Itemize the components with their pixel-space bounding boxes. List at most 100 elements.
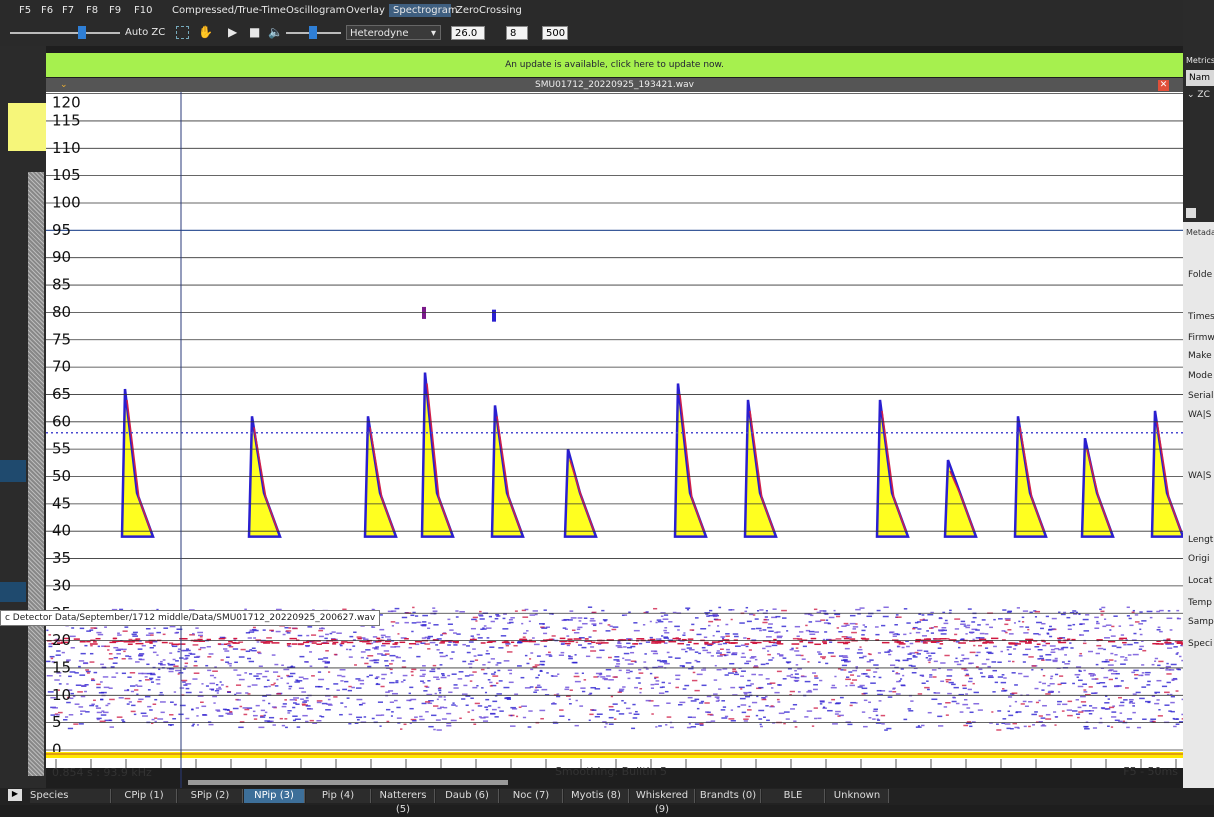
function-key[interactable]: F5 — [19, 5, 31, 16]
view-button[interactable]: Compressed/True-Time — [172, 5, 286, 16]
noise-speck — [514, 694, 518, 696]
volume-icon[interactable]: 🔈 — [268, 25, 283, 39]
noise-speck — [473, 723, 476, 725]
close-button[interactable]: ✕ — [1158, 80, 1169, 91]
noise-speck — [459, 671, 464, 673]
stop-button[interactable]: ■ — [249, 25, 260, 39]
noise-speck — [1166, 663, 1168, 665]
slider-thumb[interactable] — [78, 26, 86, 39]
collapse-arrow[interactable]: ⌄ — [60, 80, 68, 90]
panel-scroll-left[interactable] — [1186, 208, 1196, 218]
noise-speck — [282, 706, 287, 708]
function-key[interactable]: F10 — [134, 5, 152, 16]
noise-speck — [462, 644, 466, 646]
noise-speck — [1126, 727, 1130, 729]
species-tab[interactable]: Pip (4) — [306, 789, 371, 803]
field-a-input[interactable]: 8 — [506, 26, 528, 40]
noise-speck — [1067, 709, 1072, 711]
noise-speck — [135, 661, 140, 663]
noise-speck — [782, 617, 787, 619]
noise-speck — [347, 697, 350, 699]
auto-zc[interactable]: Auto ZC — [125, 27, 165, 38]
species-tab[interactable]: BLE — [762, 789, 825, 803]
noise-speck — [290, 673, 295, 675]
noise-speck — [963, 725, 968, 727]
noise-speck — [423, 682, 426, 684]
species-tab[interactable]: Myotis (8) — [564, 789, 629, 803]
heterodyne-input[interactable]: 26.0 — [451, 26, 485, 40]
noise-speck — [252, 629, 256, 631]
field-b-input[interactable]: 500 — [542, 26, 568, 40]
function-key[interactable]: F7 — [62, 5, 74, 16]
noise-speck — [1077, 676, 1079, 678]
select-tool[interactable] — [176, 26, 189, 39]
noise-speck — [79, 723, 84, 725]
noise-speck — [96, 684, 100, 686]
noise-speck — [831, 699, 835, 701]
noise-speck — [444, 696, 446, 698]
noise-speck — [117, 632, 120, 634]
species-tab[interactable]: Noc (7) — [500, 789, 563, 803]
view-button[interactable]: Spectrogram — [393, 5, 458, 16]
noise-speck — [486, 627, 492, 629]
noise-speck — [612, 629, 617, 631]
noise-speck — [430, 642, 436, 644]
noise-speck — [852, 679, 857, 681]
noise-speck — [264, 720, 270, 722]
noise-speck — [574, 638, 582, 640]
noise-speck — [1120, 656, 1124, 658]
overview-thumbnail[interactable] — [8, 103, 46, 151]
noise-speck — [84, 645, 87, 647]
noise-speck — [422, 665, 426, 667]
function-key[interactable]: F8 — [86, 5, 98, 16]
species-tab[interactable]: SPip (2) — [178, 789, 243, 803]
species-tab[interactable]: Species — [30, 789, 111, 803]
noise-speck — [385, 665, 389, 667]
noise-speck — [1008, 653, 1012, 655]
vertical-scrollbar[interactable] — [28, 172, 44, 776]
noise-speck — [866, 616, 872, 618]
noise-speck — [1062, 704, 1067, 706]
expand-button[interactable]: ▶ — [8, 789, 22, 801]
view-button[interactable]: Overlay — [346, 5, 385, 16]
species-tab[interactable]: CPip (1) — [112, 789, 177, 803]
species-tab[interactable]: Brandts (0) — [696, 789, 761, 803]
noise-speck — [758, 718, 762, 720]
noise-speck — [691, 666, 693, 668]
view-button[interactable]: Oscillogram — [286, 5, 345, 16]
noise-speck — [287, 632, 291, 634]
volume-thumb[interactable] — [309, 26, 317, 39]
species-tab[interactable]: NPip (3) — [244, 789, 305, 803]
noise-speck — [1124, 659, 1128, 661]
noise-speck — [1053, 711, 1056, 713]
function-key[interactable]: F9 — [109, 5, 121, 16]
noise-speck — [1127, 718, 1132, 720]
function-key[interactable]: F6 — [41, 5, 53, 16]
noise-speck — [944, 623, 949, 625]
species-tab[interactable]: Natterers (5) — [372, 789, 435, 803]
species-tab[interactable]: Whiskered (9) — [630, 789, 695, 803]
noise-speck — [658, 666, 663, 668]
noise-speck — [456, 633, 460, 635]
noise-speck — [568, 719, 570, 721]
noise-speck — [324, 638, 327, 640]
view-button[interactable]: ZeroCrossing — [456, 5, 522, 16]
species-tab[interactable]: Daub (6) — [436, 789, 499, 803]
noise-speck — [1108, 670, 1112, 672]
noise-speck — [183, 668, 186, 670]
noise-speck — [117, 716, 123, 718]
noise-speck — [251, 650, 256, 652]
noise-speck — [185, 718, 189, 720]
spectrogram[interactable]: 1201151101051009590858075706560555045403… — [46, 92, 1183, 788]
hand-tool[interactable]: ✋ — [198, 25, 213, 39]
noise-speck — [937, 716, 942, 718]
noise-speck — [298, 643, 304, 645]
noise-speck — [1166, 673, 1171, 675]
play-button[interactable]: ▶ — [228, 25, 237, 39]
metadata-field: Folde — [1188, 270, 1214, 280]
update-banner[interactable]: An update is available, click here to up… — [46, 53, 1183, 77]
species-tab[interactable]: Unknown — [826, 789, 889, 803]
noise-speck — [54, 679, 59, 681]
noise-speck — [843, 657, 849, 659]
mode-dropdown[interactable]: Heterodyne▾ — [346, 25, 441, 40]
